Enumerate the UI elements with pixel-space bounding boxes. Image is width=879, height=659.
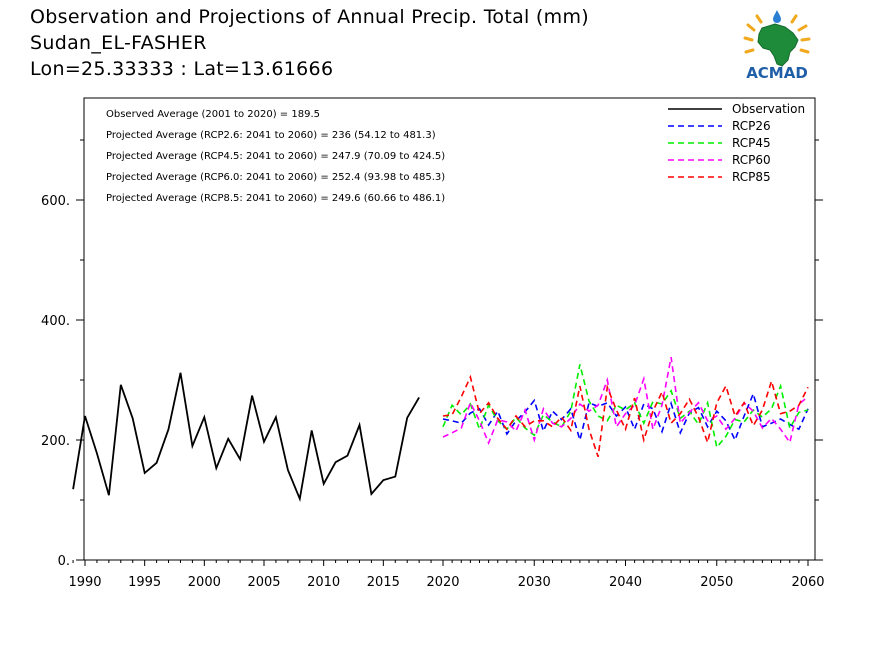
y-tick-label: 400. [41,314,70,329]
legend: Observation RCP26 RCP45 RCP60 RCP85 [668,102,805,184]
x-tick-label: 2020 [426,575,459,590]
annotation-observed: Observed Average (2001 to 2020) = 189.5 [106,109,320,120]
x-tick-label: 2000 [188,575,221,590]
x-tick-label: 2010 [307,575,340,590]
station-name: Sudan_EL-FASHER [30,32,207,54]
axes: 1990 1995 2000 2005 2010 2015 2020 2030 2040 2050… [41,139,825,590]
y-tick-label: 200. [41,434,70,449]
legend-label-rcp26: RCP26 [732,119,771,133]
series-line-rcp45 [442,364,809,449]
x-tick-label: 2015 [367,575,400,590]
legend-label-rcp60: RCP60 [732,153,771,167]
legend-label-observation: Observation [732,102,805,116]
x-tick-label: 2040 [609,575,642,590]
legend-label-rcp85: RCP85 [732,170,771,184]
x-tick-label: 1990 [68,575,101,590]
annotation-rcp85: Projected Average (RCP8.5: 2041 to 2060)… [106,193,445,204]
x-tick-label: 2050 [700,575,733,590]
annotation-rcp60: Projected Average (RCP6.0: 2041 to 2060)… [106,172,445,183]
acmad-logo: ACMAD [743,10,811,82]
y-tick-label: 600. [41,194,70,209]
series-line-rcp85 [442,374,809,458]
chart-title: Observation and Projections of Annual Pr… [30,6,589,28]
x-tick-label: 2060 [791,575,824,590]
plot-frame [83,97,816,561]
series-layer [72,357,809,503]
y-tick-label: 0. [58,554,70,569]
annotation-block: Observed Average (2001 to 2020) = 189.5 … [106,109,445,204]
series-line-rcp26 [442,391,809,444]
series-line-rcp60 [442,357,809,446]
coordinates: Lon=25.33333 : Lat=13.61666 [30,58,334,80]
logo-text: ACMAD [746,64,808,82]
x-tick-label: 2030 [518,575,551,590]
legend-label-rcp45: RCP45 [732,136,771,150]
series-line-observation [72,372,420,503]
annotation-rcp45: Projected Average (RCP4.5: 2041 to 2060)… [106,151,445,162]
x-tick-label: 2005 [247,575,280,590]
x-tick-label: 1995 [128,575,161,590]
annotation-rcp26: Projected Average (RCP2.6: 2041 to 2060)… [106,130,436,141]
